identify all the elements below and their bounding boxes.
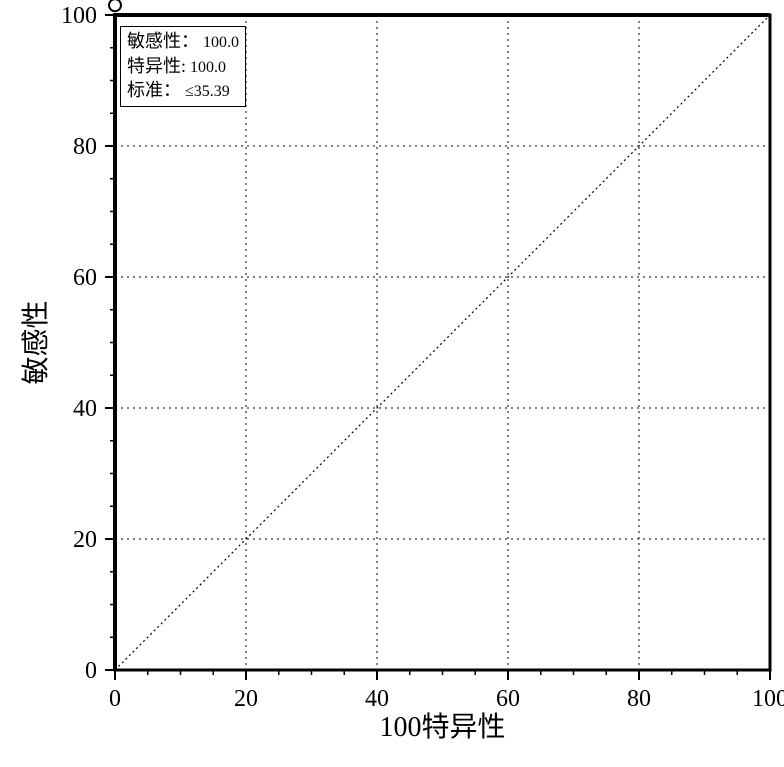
svg-text:100: 100 — [61, 3, 97, 29]
roc-chart: 0 20 40 60 80 100 0 20 40 60 80 100 100特异性 敏感性 敏感性： 1… — [0, 0, 784, 767]
info-row: 特异性: 100.0 — [127, 54, 239, 79]
svg-text:100特异性: 100特异性 — [379, 711, 505, 743]
roc-chart-svg: 0 20 40 60 80 100 0 20 40 60 80 100 100特异性 敏感性 — [0, 0, 784, 767]
info-value: 100.0 — [186, 59, 226, 76]
svg-text:100: 100 — [752, 686, 784, 712]
info-label: 特异性: — [127, 56, 186, 76]
svg-text:敏感性: 敏感性 — [20, 300, 52, 384]
info-value: ≤35.39 — [181, 83, 230, 100]
svg-text:20: 20 — [73, 527, 97, 553]
svg-text:80: 80 — [73, 134, 97, 160]
svg-text:60: 60 — [496, 686, 520, 712]
info-value: 100.0 — [199, 34, 239, 51]
info-row: 敏感性： 100.0 — [127, 29, 239, 54]
svg-text:80: 80 — [627, 686, 651, 712]
info-row: 标准： ≤35.39 — [127, 78, 239, 103]
svg-text:40: 40 — [365, 686, 389, 712]
svg-text:0: 0 — [109, 686, 121, 712]
svg-text:40: 40 — [73, 396, 97, 422]
info-label: 标准： — [127, 80, 181, 100]
svg-text:0: 0 — [85, 658, 97, 684]
info-label: 敏感性： — [127, 31, 199, 51]
chart-info-box: 敏感性： 100.0特异性: 100.0标准： ≤35.39 — [120, 26, 246, 107]
svg-text:60: 60 — [73, 265, 97, 291]
svg-text:20: 20 — [234, 686, 258, 712]
